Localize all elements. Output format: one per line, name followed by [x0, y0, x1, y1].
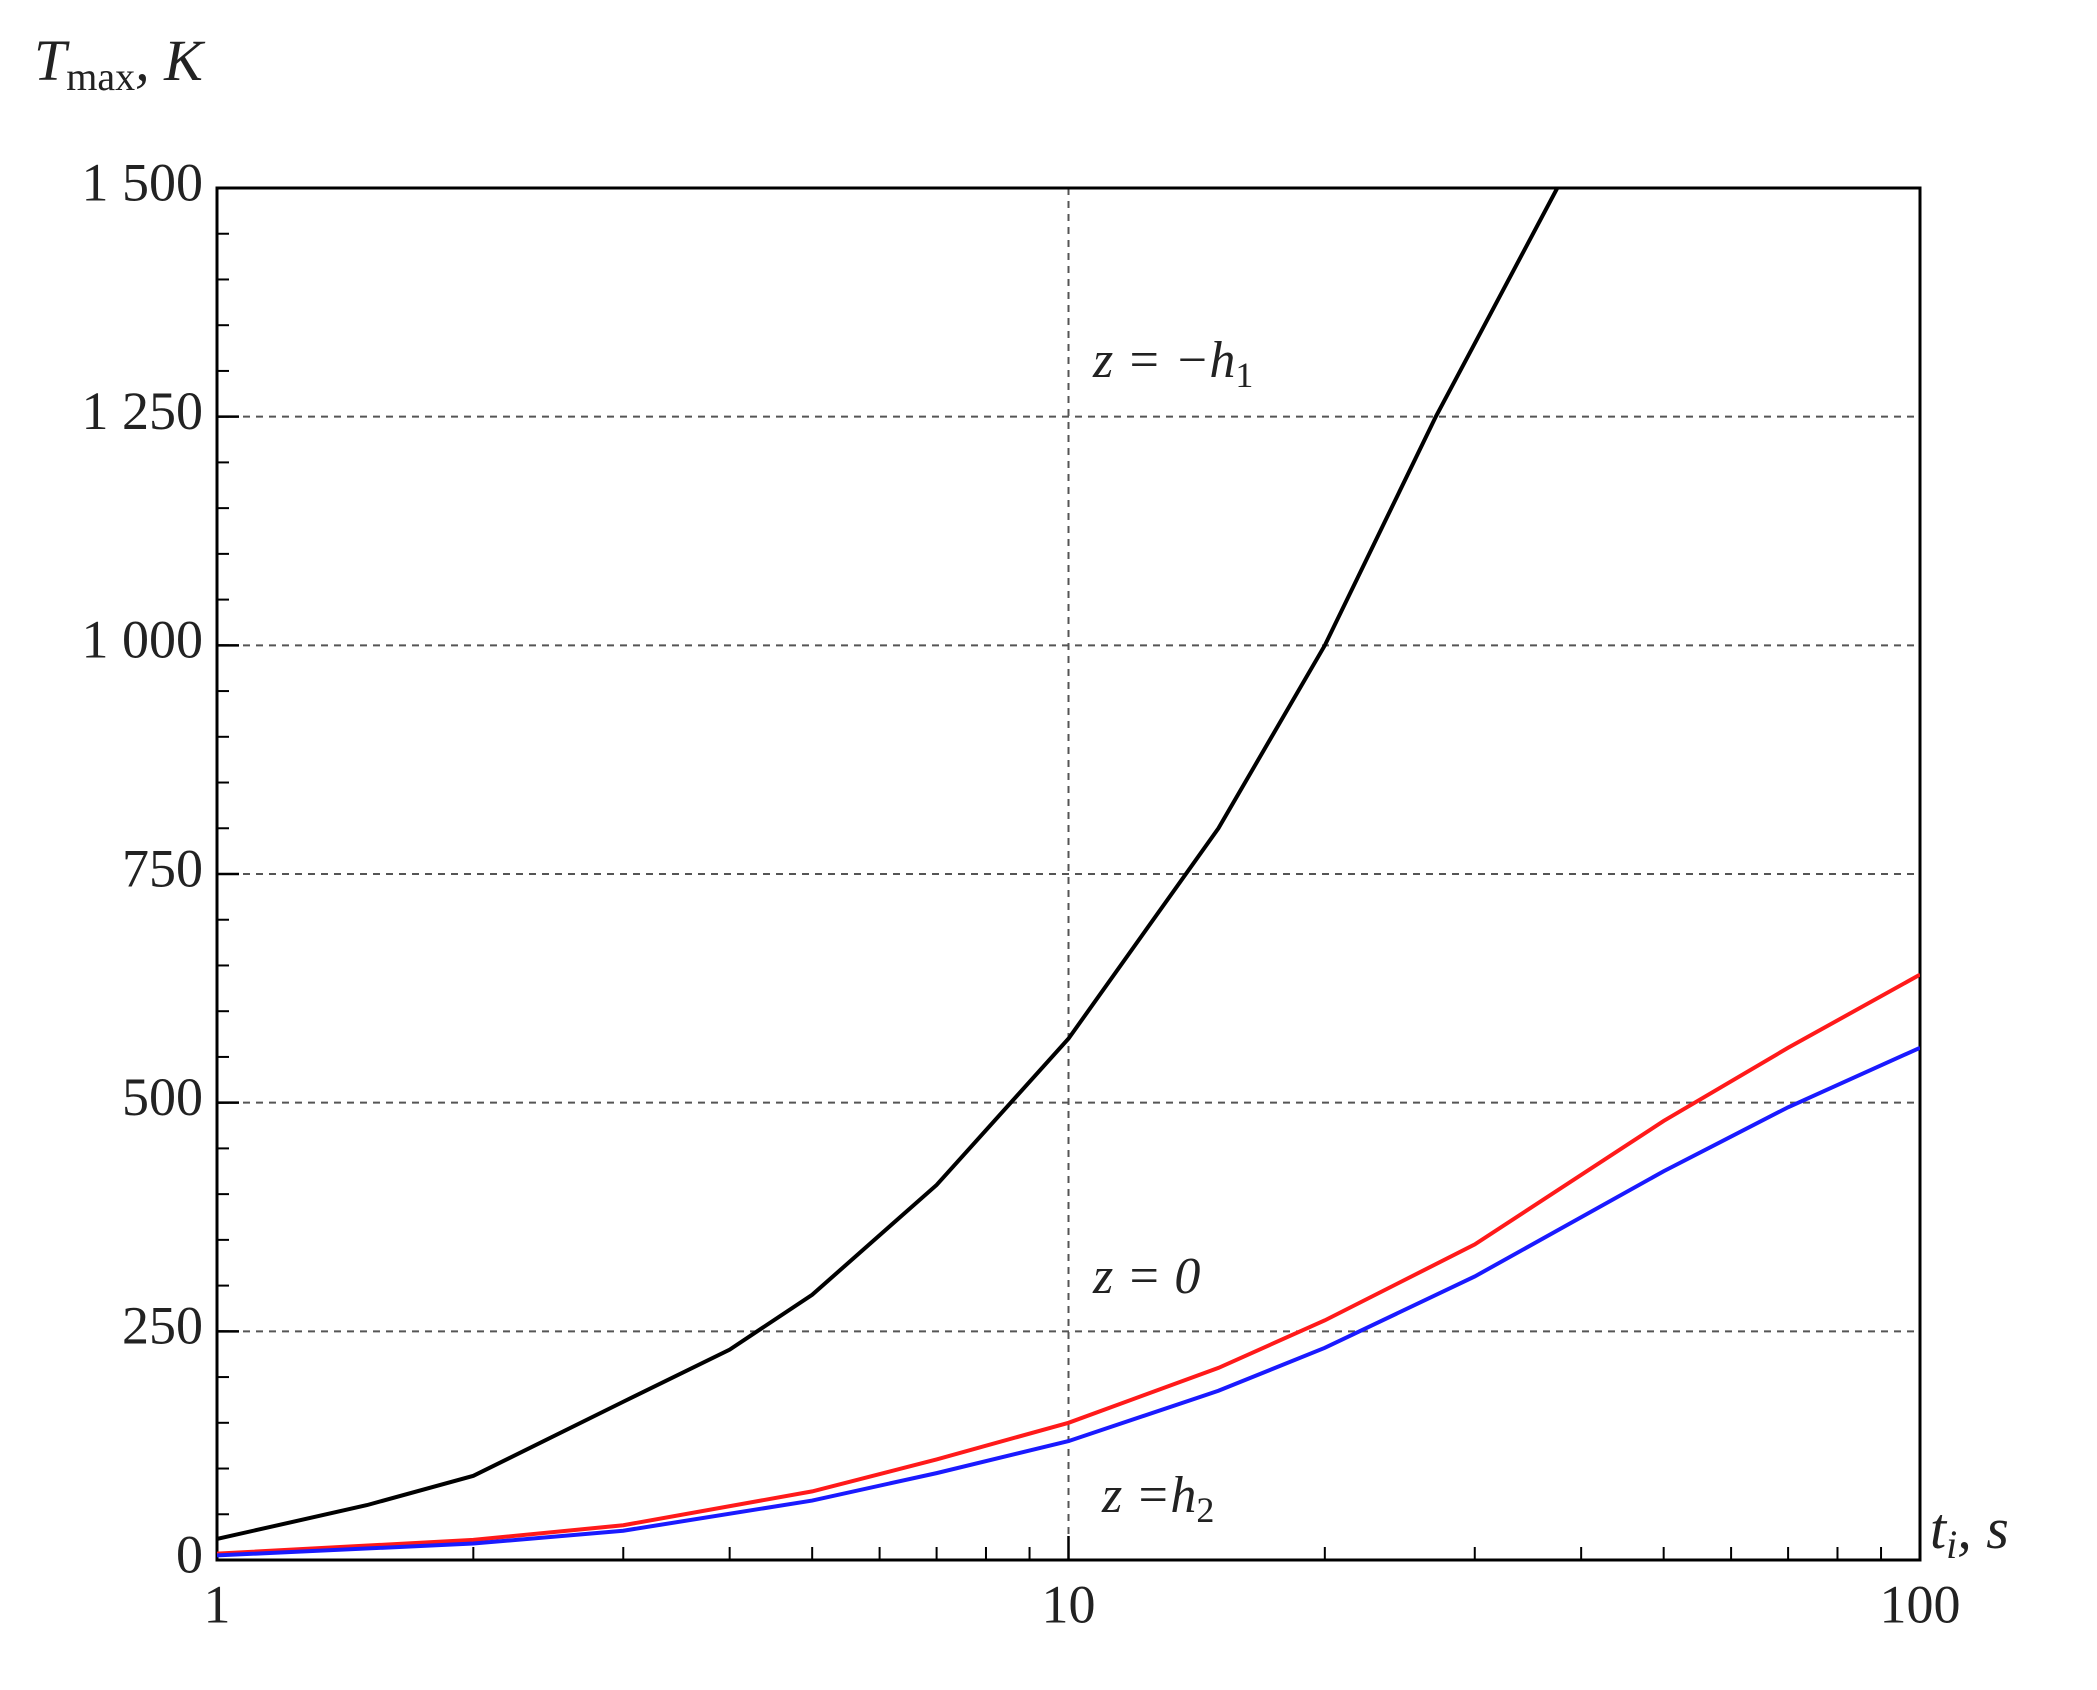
- annotation: z = 0: [1092, 1248, 1200, 1305]
- x-label-sub: i: [1946, 1522, 1957, 1567]
- annotation-sub: 2: [1196, 1490, 1214, 1530]
- y-label-main: T: [34, 28, 70, 93]
- x-tick-label: 10: [1042, 1574, 1096, 1634]
- plot-frame: [215, 186, 1922, 1562]
- annotation-text: z = −h: [1092, 332, 1235, 389]
- y-tick-label: 750: [122, 838, 203, 898]
- annotation-text: z =h: [1101, 1467, 1196, 1524]
- x-tick-label: 100: [1880, 1574, 1961, 1634]
- y-axis-label: Tmax, K: [34, 28, 206, 99]
- x-tick-label: 1: [204, 1574, 231, 1634]
- y-tick-label: 250: [122, 1296, 203, 1356]
- series-line: [217, 1045, 1920, 1558]
- x-axis-label: ti, s: [1930, 1496, 2009, 1567]
- x-label-unit: , s: [1957, 1496, 2009, 1561]
- x-label-main: t: [1930, 1496, 1948, 1561]
- y-tick-label: 1 000: [82, 610, 204, 670]
- annotation: z = −h1: [1092, 332, 1253, 395]
- series-line: [217, 972, 1920, 1556]
- y-label-unit: , K: [135, 28, 206, 93]
- y-tick-label: 1 250: [82, 381, 204, 441]
- y-tick-label: 1 500: [82, 152, 204, 212]
- y-label-sub: max: [66, 54, 135, 99]
- series-line: [217, 188, 1560, 1541]
- annotation-text: z = 0: [1092, 1248, 1200, 1305]
- y-tick-label: 500: [122, 1067, 203, 1127]
- annotation-sub: 1: [1235, 355, 1253, 395]
- annotation: z =h2: [1101, 1467, 1214, 1530]
- y-tick-label: 0: [176, 1524, 203, 1584]
